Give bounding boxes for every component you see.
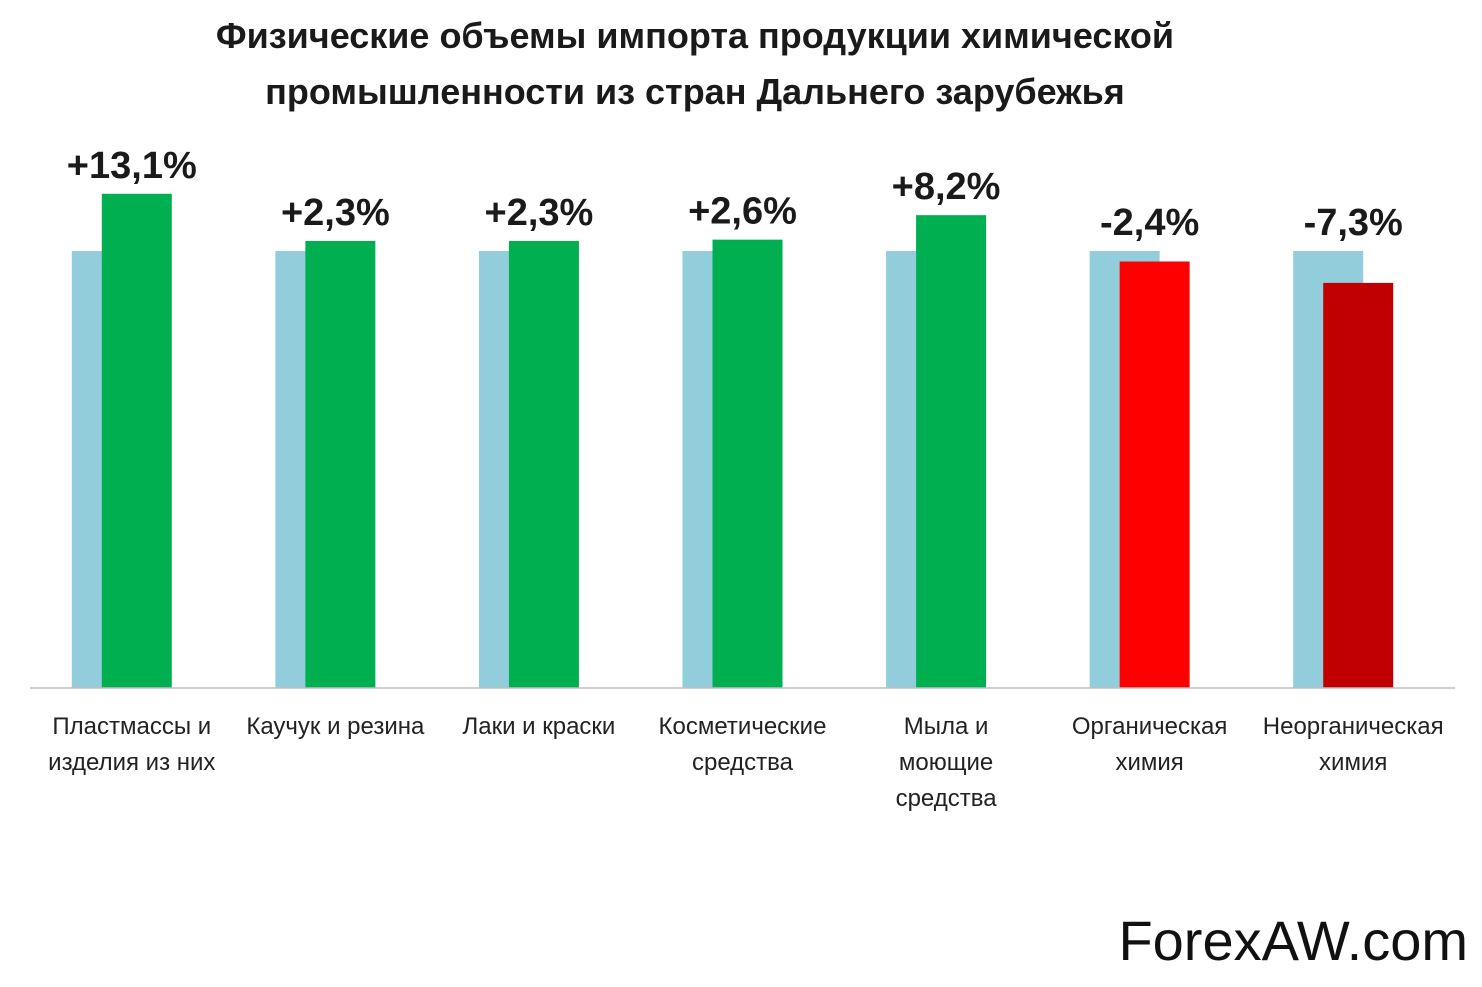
category-label-line: Каучук и резина: [246, 713, 425, 740]
category-label-line: средства: [896, 785, 998, 812]
category-label: Лаки и краски: [462, 713, 615, 740]
category-label-line: Органическая: [1072, 713, 1227, 740]
data-label: +13,1%: [67, 145, 197, 187]
category-label-line: Мыла и: [904, 713, 989, 740]
category-label-line: химия: [1319, 749, 1387, 776]
category-label-line: изделия из них: [48, 749, 215, 776]
change-bar: [712, 239, 783, 688]
change-bar: [101, 193, 172, 689]
category-label: Пластмассы и изделия из них: [48, 713, 215, 776]
category-label: Неорганическая химия: [1263, 713, 1444, 776]
category-label-line: средства: [692, 749, 794, 776]
change-bar: [1323, 282, 1394, 688]
chart-title-line-1: Физические объемы импорта продукции хими…: [215, 15, 1175, 56]
data-label: +8,2%: [892, 166, 1001, 208]
category-label-line: Косметические: [659, 713, 827, 740]
category-label-line: Лаки и краски: [462, 713, 615, 740]
data-label: -7,3%: [1304, 202, 1403, 244]
category-label-line: моющие: [899, 749, 993, 776]
data-label: +2,6%: [688, 191, 797, 233]
change-bar: [305, 240, 376, 688]
change-bar: [508, 240, 579, 688]
data-label: +2,3%: [281, 192, 390, 234]
data-label: +2,3%: [485, 192, 594, 234]
category-label: Органическая химия: [1072, 713, 1227, 776]
change-bar: [1119, 261, 1190, 688]
category-label: Мыла и моющие средства: [896, 713, 998, 812]
category-label-line: Неорганическая: [1263, 713, 1444, 740]
category-label-line: Пластмассы и: [52, 713, 211, 740]
data-label: -2,4%: [1100, 202, 1199, 244]
category-label: Каучук и резина: [246, 713, 425, 740]
category-label-line: химия: [1115, 749, 1183, 776]
change-bar: [916, 215, 987, 688]
chart-title: Физические объемы импорта продукции хими…: [0, 8, 1390, 120]
watermark: ForexAW.com: [1118, 909, 1468, 972]
chart-title-line-2: промышленности из стран Дальнего зарубеж…: [265, 71, 1125, 112]
category-label: Косметические средства: [659, 713, 827, 776]
